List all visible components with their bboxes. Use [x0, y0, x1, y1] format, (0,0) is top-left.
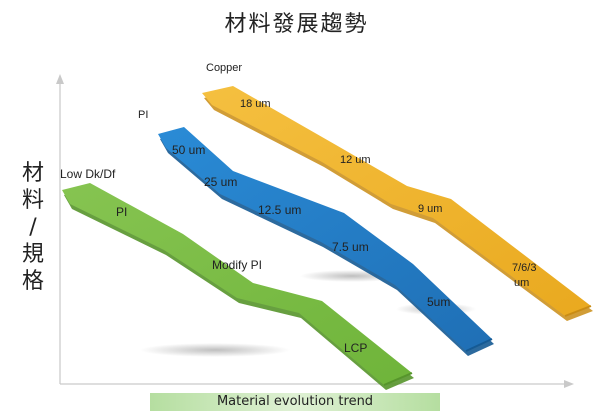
copper-stage-label: 18 um [240, 98, 271, 110]
band-shadow [140, 343, 290, 357]
copper-stage-label: 7/6/3 [512, 262, 536, 274]
copper-stage-label: 9 um [418, 203, 442, 215]
low-dk-stage-label: PI [116, 205, 127, 219]
y-axis-label-char: 材 [21, 161, 44, 186]
y-axis-arrow-icon [56, 74, 64, 84]
copper-stage-label: 12 um [340, 154, 371, 166]
pi-stage-label: 50 um [172, 143, 205, 157]
low-dk-stage-label: Modify PI [212, 258, 262, 272]
y-axis-label-char: 規 [21, 242, 44, 267]
copper-stage-label: um [514, 277, 529, 289]
y-axis-label-char: / [29, 215, 37, 240]
copper-band [202, 86, 593, 321]
pi-stage-label: 5um [427, 295, 450, 309]
y-axis-label: 材 料 / 規 格 [20, 160, 46, 295]
x-axis-arrow-icon [564, 380, 574, 388]
pi-stage-label: 12.5 um [258, 203, 301, 217]
low-dk-band [62, 183, 414, 390]
evolution-diagram: Copper PI Low Dk/Df 18 um 12 um 9 um 7/6… [56, 62, 593, 390]
y-axis-label-char: 料 [21, 188, 44, 213]
pi-band [158, 127, 494, 356]
y-axis-label-char: 格 [21, 269, 44, 294]
pi-stage-label: 7.5 um [332, 240, 369, 254]
pi-stage-label: 25 um [204, 175, 237, 189]
x-axis-label: Material evolution trend [150, 393, 440, 411]
pi-band-header: PI [138, 109, 148, 121]
diagram-title: 材料發展趨勢 [224, 12, 369, 37]
low-dk-stage-label: LCP [344, 341, 367, 355]
copper-band-header: Copper [206, 62, 242, 74]
low-dk-band-header: Low Dk/Df [60, 167, 116, 181]
